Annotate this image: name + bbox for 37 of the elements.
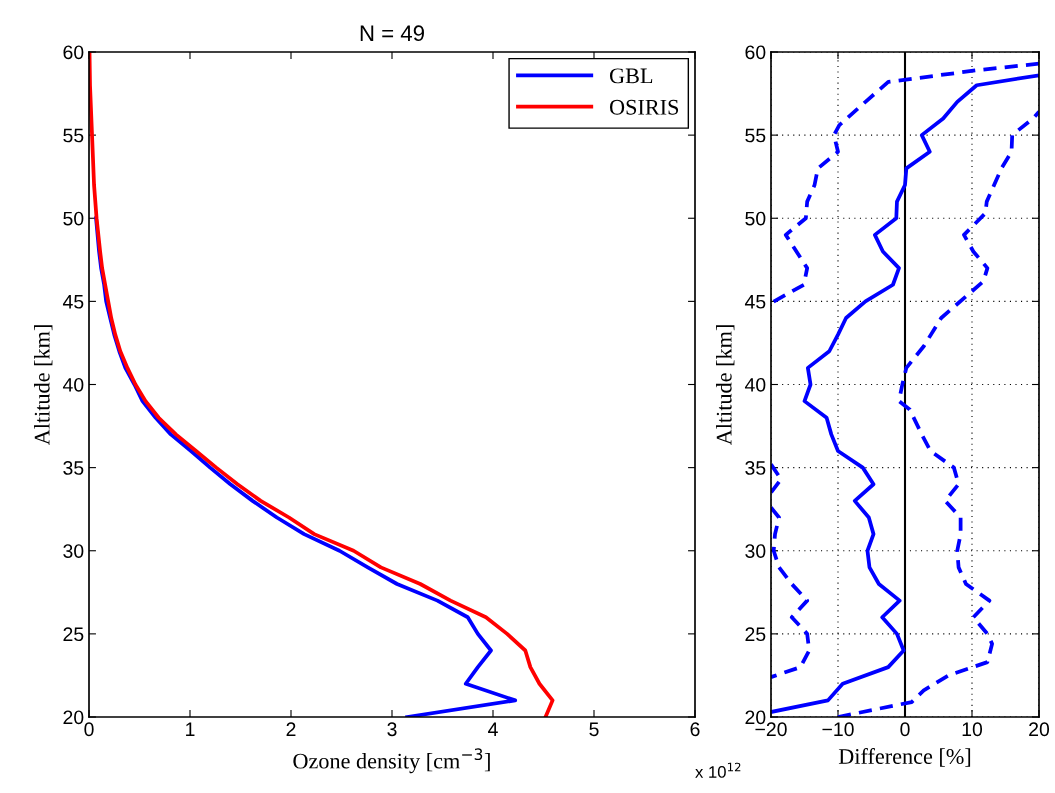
x-tick-label: 10 — [962, 722, 983, 737]
y-tick-label: 35 — [745, 461, 766, 475]
y-tick-label: 25 — [745, 627, 766, 642]
text: x 10$^{12}$ — [695, 762, 741, 778]
y-tick-label: 35 — [63, 461, 84, 475]
y-axis-title: Altitude [km] — [716, 325, 735, 446]
y-tick-label: 45 — [62, 295, 84, 309]
y-tick-label: 50 — [63, 211, 84, 226]
y-tick-label: 40 — [62, 377, 84, 392]
y-tick-label: 30 — [63, 544, 84, 558]
y-tick-label: 60 — [63, 45, 84, 60]
legend-label: GBL — [609, 68, 653, 84]
x-tick-label: 1 — [186, 722, 195, 736]
legend-label: OSIRIS — [609, 99, 679, 115]
y-tick-label: 50 — [745, 211, 766, 226]
x-tick-label: −10 — [822, 722, 854, 737]
y-tick-label: 30 — [745, 544, 766, 558]
x-tick-label: 3 — [387, 722, 397, 737]
y-tick-label: 55 — [63, 128, 84, 143]
x-tick-label: 0 — [900, 722, 910, 737]
x-tick-label: 4 — [488, 722, 498, 736]
y-tick-label: 55 — [745, 128, 766, 143]
line-series — [836, 109, 1039, 717]
x-tick-label: 6 — [690, 722, 700, 737]
y-axis-title: Altitude [km] — [34, 325, 53, 446]
y-tick-label: 40 — [744, 377, 766, 392]
x-tick-label: 5 — [589, 722, 599, 737]
y-tick-label: 45 — [744, 295, 766, 309]
x-tick-label: 0 — [84, 722, 94, 737]
x-axis-title: Difference [%] — [838, 748, 971, 767]
x-tick-label: 20 — [1029, 722, 1050, 737]
chart-title: N = 49 — [360, 25, 424, 42]
y-tick-label: 20 — [63, 710, 84, 725]
x-axis-title: Ozone density [cm$^{−3}$] — [293, 748, 490, 774]
y-tick-label: 25 — [63, 627, 84, 642]
x-tick-label: 2 — [286, 722, 296, 736]
y-tick-label: 60 — [745, 45, 766, 60]
